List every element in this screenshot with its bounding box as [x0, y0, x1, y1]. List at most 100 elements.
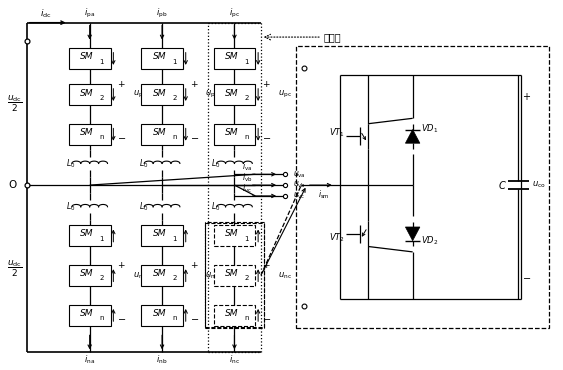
Text: $\dfrac{u_{\rm dc}}{2}$: $\dfrac{u_{\rm dc}}{2}$ — [7, 94, 23, 114]
Text: 2: 2 — [100, 95, 104, 101]
Text: SM: SM — [225, 128, 238, 137]
Text: 1: 1 — [244, 236, 249, 242]
Bar — [213, 48, 256, 69]
Bar — [213, 124, 256, 145]
Text: $+$: $+$ — [190, 259, 198, 269]
Text: n: n — [244, 134, 249, 141]
Text: $u_{\rm na}$: $u_{\rm na}$ — [133, 270, 147, 280]
Text: $-$: $-$ — [190, 132, 199, 142]
Text: SM: SM — [80, 53, 93, 61]
Bar — [69, 305, 110, 326]
Bar — [205, 222, 263, 329]
Text: $u_{\rm vb}$: $u_{\rm vb}$ — [293, 180, 306, 190]
Text: $+$: $+$ — [262, 259, 271, 269]
Text: $-$: $-$ — [117, 313, 126, 323]
Bar — [141, 225, 183, 246]
Bar — [141, 84, 183, 105]
Text: SM: SM — [153, 309, 166, 318]
Text: SM: SM — [80, 88, 93, 98]
Text: n: n — [172, 315, 177, 321]
Text: SM: SM — [225, 309, 238, 318]
Text: 相单元: 相单元 — [324, 32, 341, 42]
Text: $u_{\rm va}$: $u_{\rm va}$ — [293, 169, 306, 179]
Text: $u_{\rm nb}$: $u_{\rm nb}$ — [205, 270, 220, 280]
Text: O: O — [8, 180, 17, 190]
Bar — [69, 48, 110, 69]
Text: 1: 1 — [172, 58, 177, 65]
Text: $L_0$: $L_0$ — [138, 157, 148, 170]
Bar — [213, 305, 256, 326]
Text: $-$: $-$ — [522, 272, 531, 282]
Text: $u_{\rm vc}$: $u_{\rm vc}$ — [293, 191, 306, 201]
Text: n: n — [100, 315, 104, 321]
Text: 1: 1 — [244, 58, 249, 65]
Bar — [205, 223, 263, 327]
Text: $+$: $+$ — [262, 79, 271, 89]
Text: 2: 2 — [172, 275, 177, 281]
Text: SM: SM — [80, 309, 93, 318]
Text: $L_0$: $L_0$ — [66, 201, 76, 213]
Text: SM: SM — [80, 229, 93, 238]
Text: SM: SM — [80, 269, 93, 278]
Text: $i_{\rm pb}$: $i_{\rm pb}$ — [157, 7, 168, 20]
Text: SM: SM — [153, 229, 166, 238]
Text: $-$: $-$ — [190, 313, 199, 323]
Text: $VD_1$: $VD_1$ — [421, 123, 439, 135]
Text: $u_{\rm nc}$: $u_{\rm nc}$ — [278, 270, 292, 280]
Text: $+$: $+$ — [190, 79, 198, 89]
Text: SM: SM — [153, 269, 166, 278]
Text: $i_{\rm na}$: $i_{\rm na}$ — [84, 354, 95, 366]
Bar — [141, 265, 183, 286]
Text: SM: SM — [225, 269, 238, 278]
Text: $i_{\rm nc}$: $i_{\rm nc}$ — [229, 354, 240, 366]
Text: 2: 2 — [244, 275, 249, 281]
Text: n: n — [100, 134, 104, 141]
Bar — [141, 305, 183, 326]
Text: $i_{\rm nb}$: $i_{\rm nb}$ — [157, 354, 168, 366]
Text: 1: 1 — [172, 236, 177, 242]
Polygon shape — [405, 130, 420, 143]
Bar — [69, 84, 110, 105]
Bar — [141, 48, 183, 69]
Text: $-$: $-$ — [117, 132, 126, 142]
Text: $i_{\rm dc}$: $i_{\rm dc}$ — [41, 7, 52, 20]
Text: SM: SM — [153, 53, 166, 61]
Text: $+$: $+$ — [117, 79, 126, 89]
Bar — [213, 225, 256, 246]
Text: $VD_2$: $VD_2$ — [421, 235, 439, 247]
Text: $i_{\rm vc}$: $i_{\rm vc}$ — [242, 182, 252, 195]
Text: $u_{\rm pc}$: $u_{\rm pc}$ — [278, 89, 292, 100]
Text: $-$: $-$ — [262, 313, 271, 323]
Text: $+$: $+$ — [117, 259, 126, 269]
Text: $u_{\rm co}$: $u_{\rm co}$ — [533, 180, 546, 190]
Text: 1: 1 — [100, 58, 104, 65]
Text: SM: SM — [153, 128, 166, 137]
Text: 2: 2 — [100, 275, 104, 281]
Text: n: n — [244, 315, 249, 321]
Bar — [69, 124, 110, 145]
Bar — [296, 46, 549, 328]
Text: $i_{\rm va}$: $i_{\rm va}$ — [242, 161, 252, 173]
Text: $L_0$: $L_0$ — [66, 157, 76, 170]
Text: $VT_2$: $VT_2$ — [329, 231, 345, 244]
Text: $i_{\rm sm}$: $i_{\rm sm}$ — [318, 189, 329, 201]
Text: $-$: $-$ — [262, 132, 271, 142]
Text: $L_0$: $L_0$ — [211, 201, 221, 213]
Text: SM: SM — [225, 229, 238, 238]
Text: $i_{\rm pa}$: $i_{\rm pa}$ — [84, 7, 95, 20]
Text: 2: 2 — [172, 95, 177, 101]
Bar — [213, 84, 256, 105]
Bar — [208, 23, 261, 352]
Text: $L_0$: $L_0$ — [138, 201, 148, 213]
Text: $\dfrac{u_{\rm dc}}{2}$: $\dfrac{u_{\rm dc}}{2}$ — [7, 259, 23, 279]
Text: SM: SM — [225, 53, 238, 61]
Text: $u_{\rm pb}$: $u_{\rm pb}$ — [205, 89, 220, 100]
Text: $VT_1$: $VT_1$ — [329, 127, 345, 139]
Polygon shape — [405, 227, 420, 241]
Bar — [69, 265, 110, 286]
Text: $+$: $+$ — [522, 91, 531, 102]
Text: $C$: $C$ — [498, 179, 507, 191]
Text: SM: SM — [225, 88, 238, 98]
Text: 1: 1 — [100, 236, 104, 242]
Bar — [141, 124, 183, 145]
